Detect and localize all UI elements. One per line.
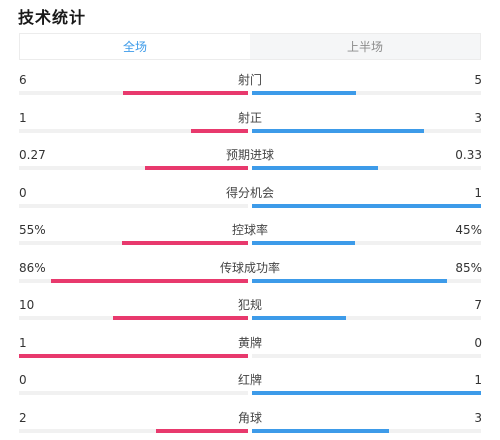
home-bar-track xyxy=(19,241,248,245)
away-bar-track xyxy=(252,91,481,95)
away-value: 3 xyxy=(474,110,482,125)
stat-label: 得分机会 xyxy=(225,185,274,200)
home-bar-track xyxy=(19,128,248,133)
away-value: 0.33 xyxy=(455,148,482,162)
stat-row: 2 角球 3 xyxy=(0,402,500,440)
away-value: 3 xyxy=(474,410,482,425)
stat-row: 55% 控球率 45% xyxy=(0,214,500,252)
stat-row: 0 得分机会 1 xyxy=(0,177,500,215)
home-value: 2 xyxy=(19,410,27,425)
home-bar xyxy=(122,241,248,245)
stat-label: 射门 xyxy=(237,73,262,87)
home-bar xyxy=(113,316,248,320)
home-value: 55% xyxy=(19,223,46,237)
stat-label: 角球 xyxy=(237,410,262,425)
away-bar xyxy=(252,91,357,95)
away-value: 0 xyxy=(474,335,482,350)
home-bar-track xyxy=(19,166,248,170)
away-bar xyxy=(252,316,347,320)
away-bar-track xyxy=(252,278,481,283)
stat-label: 红牌 xyxy=(237,373,262,387)
away-value: 85% xyxy=(455,260,482,275)
away-bar xyxy=(252,241,356,245)
away-value: 45% xyxy=(455,223,482,237)
home-value: 0 xyxy=(19,185,27,200)
tab-first-half[interactable]: 上半场 xyxy=(346,40,383,54)
tab-full-match[interactable]: 全场 xyxy=(20,34,250,59)
away-bar-track xyxy=(252,316,481,320)
home-bar-track xyxy=(19,203,248,208)
stat-label: 射正 xyxy=(237,110,262,125)
home-bar xyxy=(123,91,248,95)
stat-label: 传球成功率 xyxy=(219,260,280,275)
home-value: 1 xyxy=(19,110,27,125)
away-bar-track xyxy=(252,353,481,358)
away-bar xyxy=(252,428,390,433)
stat-label: 犯规 xyxy=(237,298,262,312)
away-value: 1 xyxy=(474,373,482,387)
stat-row: 6 射门 5 xyxy=(0,64,500,102)
away-bar-track xyxy=(252,428,481,433)
stats-list: 6 射门 5 1 射正 3 0.27 预期进球 0.33 0 得分机会 1 55% 控球率 45% 86% 传球… xyxy=(0,64,500,439)
away-value: 5 xyxy=(474,73,482,87)
home-bar xyxy=(51,278,248,283)
period-tabs: 全场 上半场 xyxy=(19,33,481,60)
home-bar xyxy=(156,428,248,433)
stat-label: 控球率 xyxy=(231,223,268,237)
home-value: 0 xyxy=(19,373,27,387)
home-bar xyxy=(19,353,248,358)
away-bar-track xyxy=(252,241,481,245)
away-bar xyxy=(252,128,424,133)
home-value: 86% xyxy=(19,260,46,275)
away-value: 7 xyxy=(474,298,482,312)
home-bar xyxy=(190,128,248,133)
away-bar xyxy=(252,278,447,283)
stat-row: 0 红牌 1 xyxy=(0,364,500,402)
home-bar-track xyxy=(19,278,248,283)
home-bar xyxy=(144,166,248,170)
home-value: 10 xyxy=(19,298,35,312)
home-bar-track xyxy=(19,91,248,95)
away-bar-track xyxy=(252,128,481,133)
home-value: 0.27 xyxy=(19,148,46,162)
stat-row: 1 黄牌 0 xyxy=(0,327,500,365)
stat-row: 0.27 预期进球 0.33 xyxy=(0,139,500,177)
stat-row: 1 射正 3 xyxy=(0,102,500,140)
stat-row: 86% 传球成功率 85% xyxy=(0,252,500,290)
home-bar-track xyxy=(19,353,248,358)
stat-label: 预期进球 xyxy=(225,148,274,162)
away-bar-track xyxy=(252,166,481,170)
stat-row: 10 犯规 7 xyxy=(0,289,500,327)
home-bar-track xyxy=(19,391,248,395)
stat-label: 黄牌 xyxy=(237,335,262,350)
away-bar xyxy=(252,203,481,208)
home-value: 6 xyxy=(19,73,27,87)
away-value: 1 xyxy=(474,185,482,200)
away-bar xyxy=(252,391,481,395)
away-bar-track xyxy=(252,391,481,395)
page-title: 技术统计 xyxy=(18,8,87,27)
home-value: 1 xyxy=(19,335,27,350)
home-bar-track xyxy=(19,316,248,320)
away-bar-track xyxy=(252,203,481,208)
home-bar-track xyxy=(19,428,248,433)
away-bar xyxy=(252,166,378,170)
